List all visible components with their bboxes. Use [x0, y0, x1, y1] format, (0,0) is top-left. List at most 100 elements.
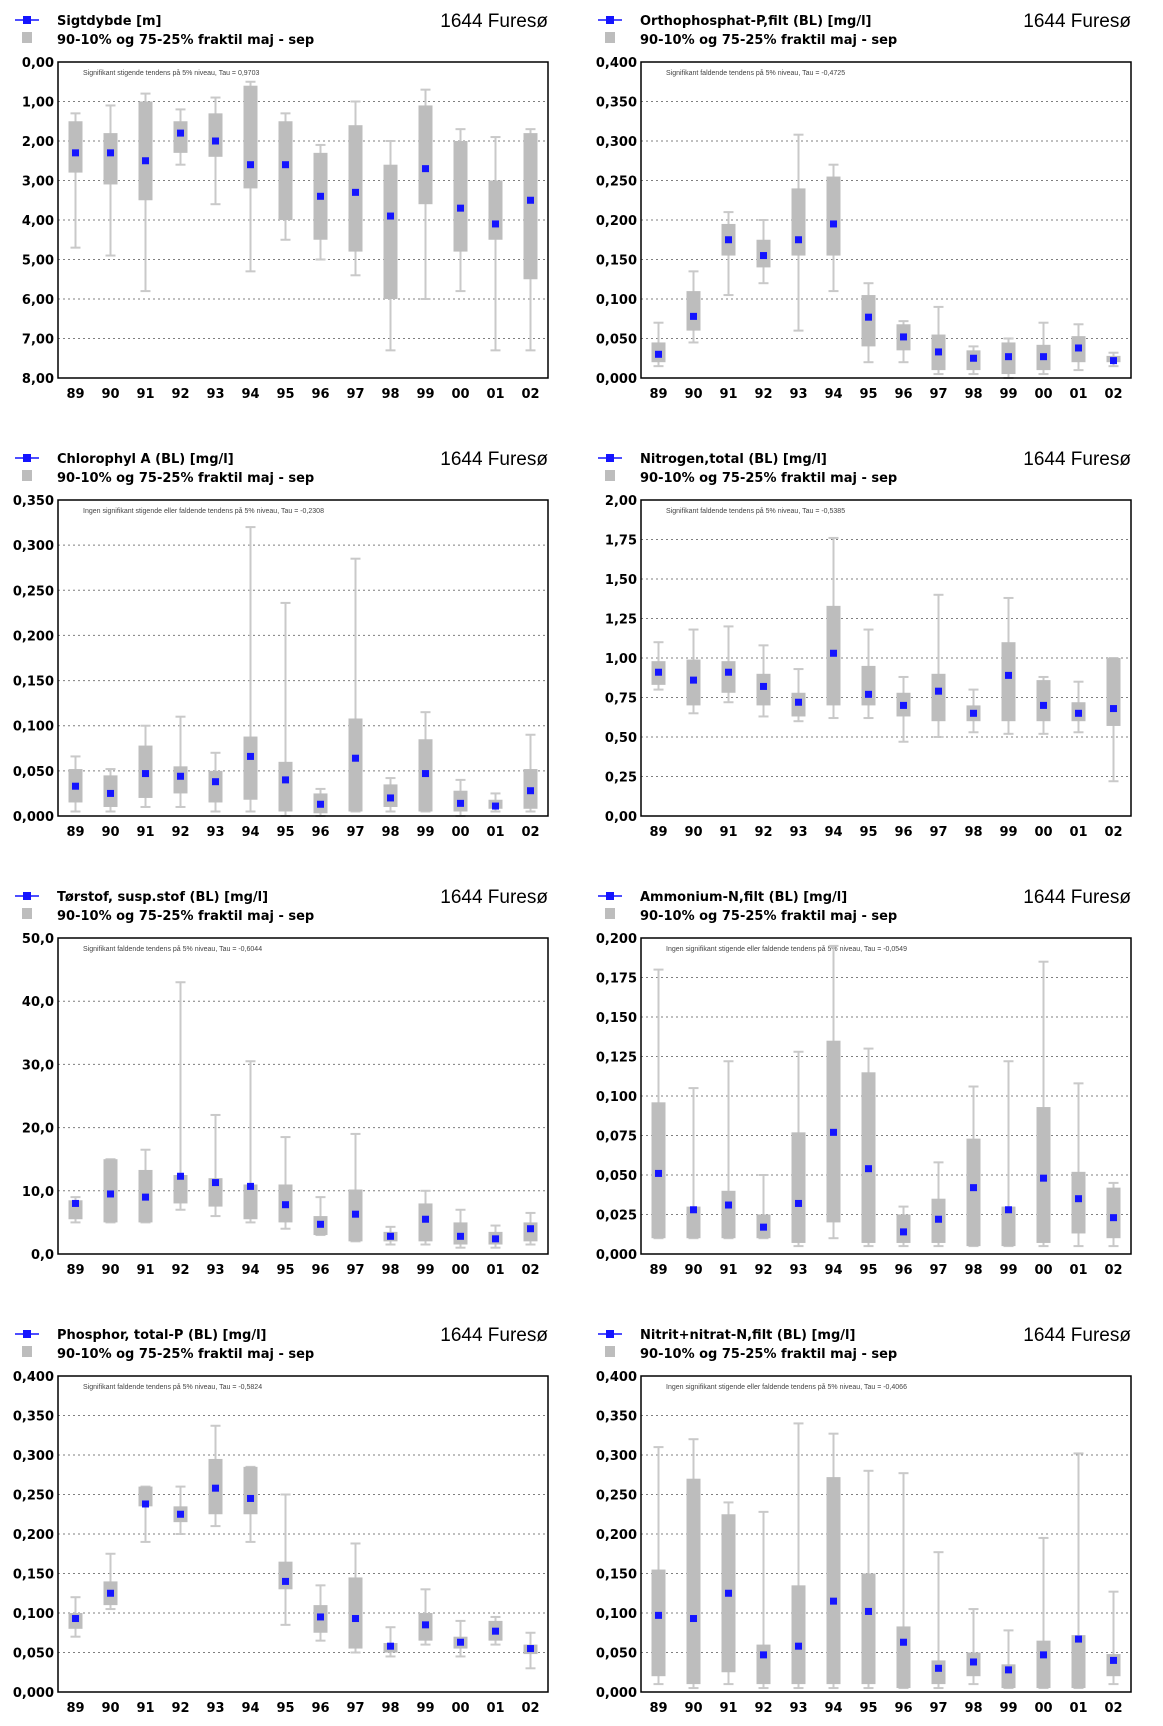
median-marker-00 — [1040, 353, 1047, 361]
x-tick-label: 98 — [964, 825, 982, 840]
median-marker-92 — [760, 252, 767, 260]
x-tick-label: 90 — [684, 825, 702, 840]
median-marker-92 — [177, 1172, 184, 1180]
y-tick-label: 0,050 — [13, 765, 54, 780]
legend-range-label: 90-10% og 75-25% fraktil maj - sep — [57, 1347, 314, 1362]
x-tick-label: 98 — [964, 387, 982, 402]
box-94 — [243, 1184, 258, 1220]
y-tick-label: 0,250 — [13, 1489, 54, 1504]
median-marker-91 — [142, 1500, 149, 1508]
y-tick-label: 0,150 — [596, 1568, 637, 1583]
x-tick-label: 97 — [346, 825, 364, 840]
y-tick-label: 0,200 — [596, 932, 637, 947]
x-tick-label: 01 — [486, 1701, 504, 1716]
box-94 — [826, 1477, 841, 1685]
x-tick-label: 96 — [894, 1701, 912, 1716]
x-tick-label: 89 — [66, 1263, 84, 1278]
y-tick-label: 5,00 — [22, 254, 54, 269]
median-marker-96 — [317, 800, 324, 808]
x-tick-label: 95 — [276, 387, 294, 402]
x-tick-label: 93 — [789, 825, 807, 840]
x-tick-label: 94 — [241, 825, 259, 840]
median-marker-96 — [317, 192, 324, 200]
x-tick-label: 89 — [649, 387, 667, 402]
x-tick-label: 95 — [276, 825, 294, 840]
median-marker-98 — [387, 794, 394, 802]
median-marker-89 — [655, 350, 662, 358]
median-marker-89 — [72, 1199, 79, 1207]
x-tick-label: 92 — [171, 1701, 189, 1716]
legend-median-marker — [606, 454, 614, 462]
x-tick-label: 96 — [311, 1263, 329, 1278]
plot-frame — [57, 1375, 549, 1693]
median-marker-00 — [457, 799, 464, 807]
legend-range-swatch — [22, 32, 32, 43]
box-90 — [103, 133, 118, 185]
median-marker-95 — [865, 690, 872, 698]
box-02 — [1106, 1187, 1121, 1239]
x-tick-label: 96 — [894, 825, 912, 840]
median-marker-90 — [690, 1615, 697, 1623]
x-tick-label: 02 — [1104, 1701, 1122, 1716]
box-00 — [1036, 1640, 1051, 1689]
x-tick-label: 93 — [206, 1701, 224, 1716]
x-tick-label: 01 — [1069, 825, 1087, 840]
median-marker-89 — [72, 149, 79, 157]
box-89 — [68, 121, 83, 173]
x-tick-label: 01 — [1069, 387, 1087, 402]
median-marker-93 — [795, 698, 802, 706]
median-marker-98 — [970, 354, 977, 362]
x-tick-label: 95 — [859, 1263, 877, 1278]
median-marker-00 — [1040, 1651, 1047, 1659]
x-tick-label: 91 — [136, 1701, 154, 1716]
x-tick-label: 94 — [824, 387, 842, 402]
x-tick-label: 93 — [789, 1263, 807, 1278]
chart-title: Nitrogen,total (BL) [mg/l] — [640, 452, 827, 467]
median-marker-00 — [1040, 701, 1047, 709]
x-tick-label: 96 — [894, 387, 912, 402]
trend-note: Ingen signifikant stigende eller faldend… — [666, 945, 907, 953]
median-marker-98 — [970, 1184, 977, 1192]
trend-note: Ingen signifikant stigende eller faldend… — [83, 507, 324, 515]
y-tick-label: 0,200 — [596, 214, 637, 229]
box-94 — [826, 176, 841, 256]
median-marker-90 — [690, 1206, 697, 1214]
x-tick-label: 99 — [999, 1263, 1017, 1278]
y-tick-label: 0,100 — [596, 1607, 637, 1622]
station-label: 1644 Furesø — [440, 449, 548, 470]
x-tick-label: 92 — [171, 1263, 189, 1278]
x-tick-label: 00 — [1034, 825, 1052, 840]
y-tick-label: 0,125 — [596, 1051, 637, 1066]
median-marker-98 — [970, 709, 977, 717]
x-tick-label: 90 — [101, 387, 119, 402]
median-marker-97 — [935, 1664, 942, 1672]
legend-range-label: 90-10% og 75-25% fraktil maj - sep — [57, 909, 314, 924]
y-tick-label: 0,350 — [596, 1410, 637, 1425]
x-tick-label: 97 — [346, 1701, 364, 1716]
box-91 — [721, 661, 736, 693]
median-marker-00 — [457, 204, 464, 212]
x-tick-label: 98 — [381, 1263, 399, 1278]
plot-frame — [640, 499, 1132, 817]
x-tick-label: 01 — [486, 387, 504, 402]
x-tick-label: 99 — [999, 387, 1017, 402]
y-tick-label: 0,175 — [596, 972, 637, 987]
box-94 — [243, 736, 258, 800]
chart-title: Orthophosphat-P,filt (BL) [mg/l] — [640, 14, 872, 29]
x-tick-label: 00 — [1034, 387, 1052, 402]
y-tick-label: 8,00 — [22, 372, 54, 387]
x-tick-label: 91 — [136, 1263, 154, 1278]
median-marker-92 — [177, 129, 184, 137]
x-tick-label: 94 — [824, 825, 842, 840]
median-marker-02 — [1110, 705, 1117, 713]
median-marker-01 — [1075, 709, 1082, 717]
x-tick-label: 94 — [241, 387, 259, 402]
chart-title: Phosphor, total-P (BL) [mg/l] — [57, 1328, 267, 1343]
x-tick-label: 02 — [521, 387, 539, 402]
median-marker-94 — [247, 161, 254, 169]
box-94 — [243, 1466, 258, 1515]
median-marker-95 — [282, 161, 289, 169]
x-tick-label: 02 — [1104, 1263, 1122, 1278]
